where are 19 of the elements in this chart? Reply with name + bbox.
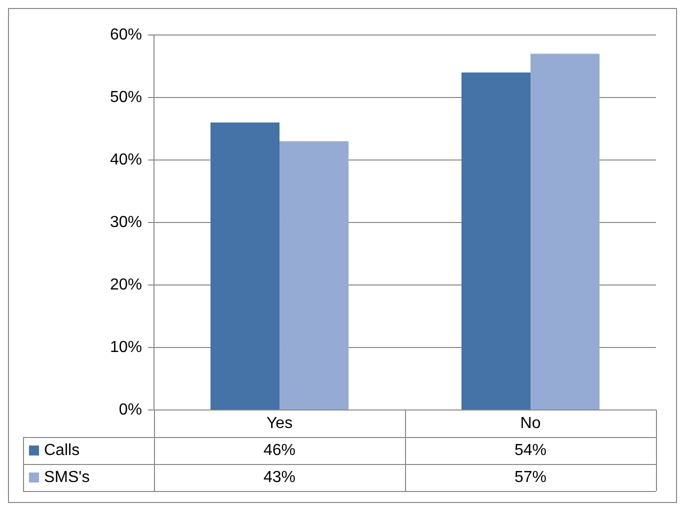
y-tick-label: 20% <box>110 276 142 294</box>
y-tick-label: 40% <box>110 151 142 168</box>
x-tick-label: Yes <box>266 414 293 432</box>
x-tick-label: No <box>520 414 541 432</box>
data-label: 57% <box>514 468 547 486</box>
y-tick-label: 10% <box>110 338 142 356</box>
bar <box>530 54 600 410</box>
data-label: 43% <box>264 468 296 486</box>
bar <box>280 141 349 410</box>
legend-label: Calls <box>44 442 80 459</box>
y-tick-label: 0% <box>118 401 142 418</box>
y-tick-label: 30% <box>110 214 142 231</box>
y-tick-label: 60% <box>110 26 142 44</box>
data-label: 46% <box>264 442 296 459</box>
data-label: 54% <box>514 442 547 459</box>
bar <box>461 72 531 410</box>
legend-label: SMS's <box>44 468 90 486</box>
bar <box>210 122 280 410</box>
y-tick-label: 50% <box>110 88 142 106</box>
